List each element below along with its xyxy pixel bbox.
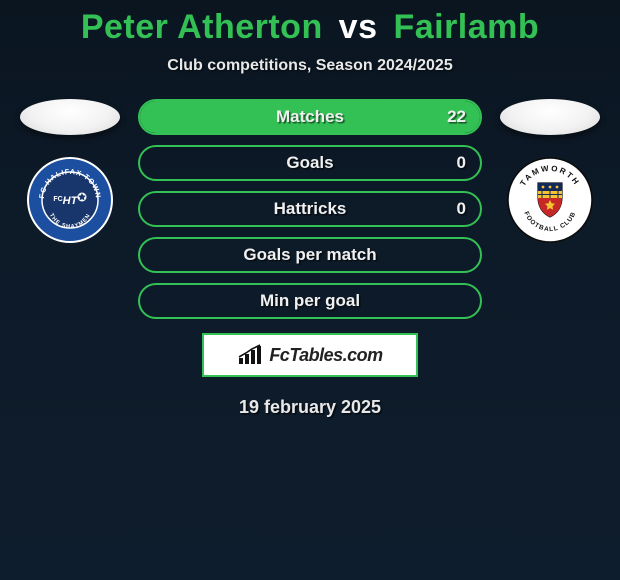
stat-label: Hattricks: [140, 199, 480, 219]
player1-avatar-placeholder: [20, 99, 120, 135]
stat-label: Min per goal: [140, 291, 480, 311]
comparison-card: Peter Atherton vs Fairlamb Club competit…: [0, 0, 620, 418]
stat-bar-matches: Matches 22: [138, 99, 482, 135]
bar-chart-icon: [237, 344, 265, 366]
stat-label: Goals: [140, 153, 480, 173]
right-column: TAMWORTH FOOTBALL CLUB: [500, 99, 600, 243]
subtitle: Club competitions, Season 2024/2025: [167, 57, 452, 75]
stat-bar-min-per-goal: Min per goal: [138, 283, 482, 319]
stat-label: Goals per match: [140, 245, 480, 265]
stat-bar-goals: Goals 0: [138, 145, 482, 181]
player1-club-crest: FC HALIFAX TOWN THE SHAYMEN HT FC: [27, 157, 113, 243]
date-label: 19 february 2025: [239, 397, 381, 418]
logo-text: FcTables.com: [269, 345, 382, 366]
comparison-body: FC HALIFAX TOWN THE SHAYMEN HT FC Matche…: [0, 99, 620, 319]
vs-label: vs: [339, 8, 378, 46]
stat-bars: Matches 22 Goals 0 Hattricks 0 Goals per…: [138, 99, 482, 319]
player2-avatar-placeholder: [500, 99, 600, 135]
stat-bar-goals-per-match: Goals per match: [138, 237, 482, 273]
tamworth-crest-icon: TAMWORTH FOOTBALL CLUB: [507, 157, 593, 243]
left-column: FC HALIFAX TOWN THE SHAYMEN HT FC: [20, 99, 120, 243]
stat-label: Matches: [140, 107, 480, 127]
fctables-logo[interactable]: FcTables.com: [202, 333, 418, 377]
stat-value: 0: [457, 199, 466, 219]
stat-value: 22: [447, 107, 466, 127]
halifax-crest-icon: FC HALIFAX TOWN THE SHAYMEN HT FC: [27, 157, 113, 243]
player2-name: Fairlamb: [393, 8, 539, 46]
stat-bar-hattricks: Hattricks 0: [138, 191, 482, 227]
stat-value: 0: [457, 153, 466, 173]
svg-text:FC: FC: [53, 196, 62, 203]
player1-name: Peter Atherton: [81, 8, 323, 46]
page-title: Peter Atherton vs Fairlamb: [81, 8, 539, 47]
player2-club-crest: TAMWORTH FOOTBALL CLUB: [507, 157, 593, 243]
svg-text:HT: HT: [63, 195, 79, 207]
